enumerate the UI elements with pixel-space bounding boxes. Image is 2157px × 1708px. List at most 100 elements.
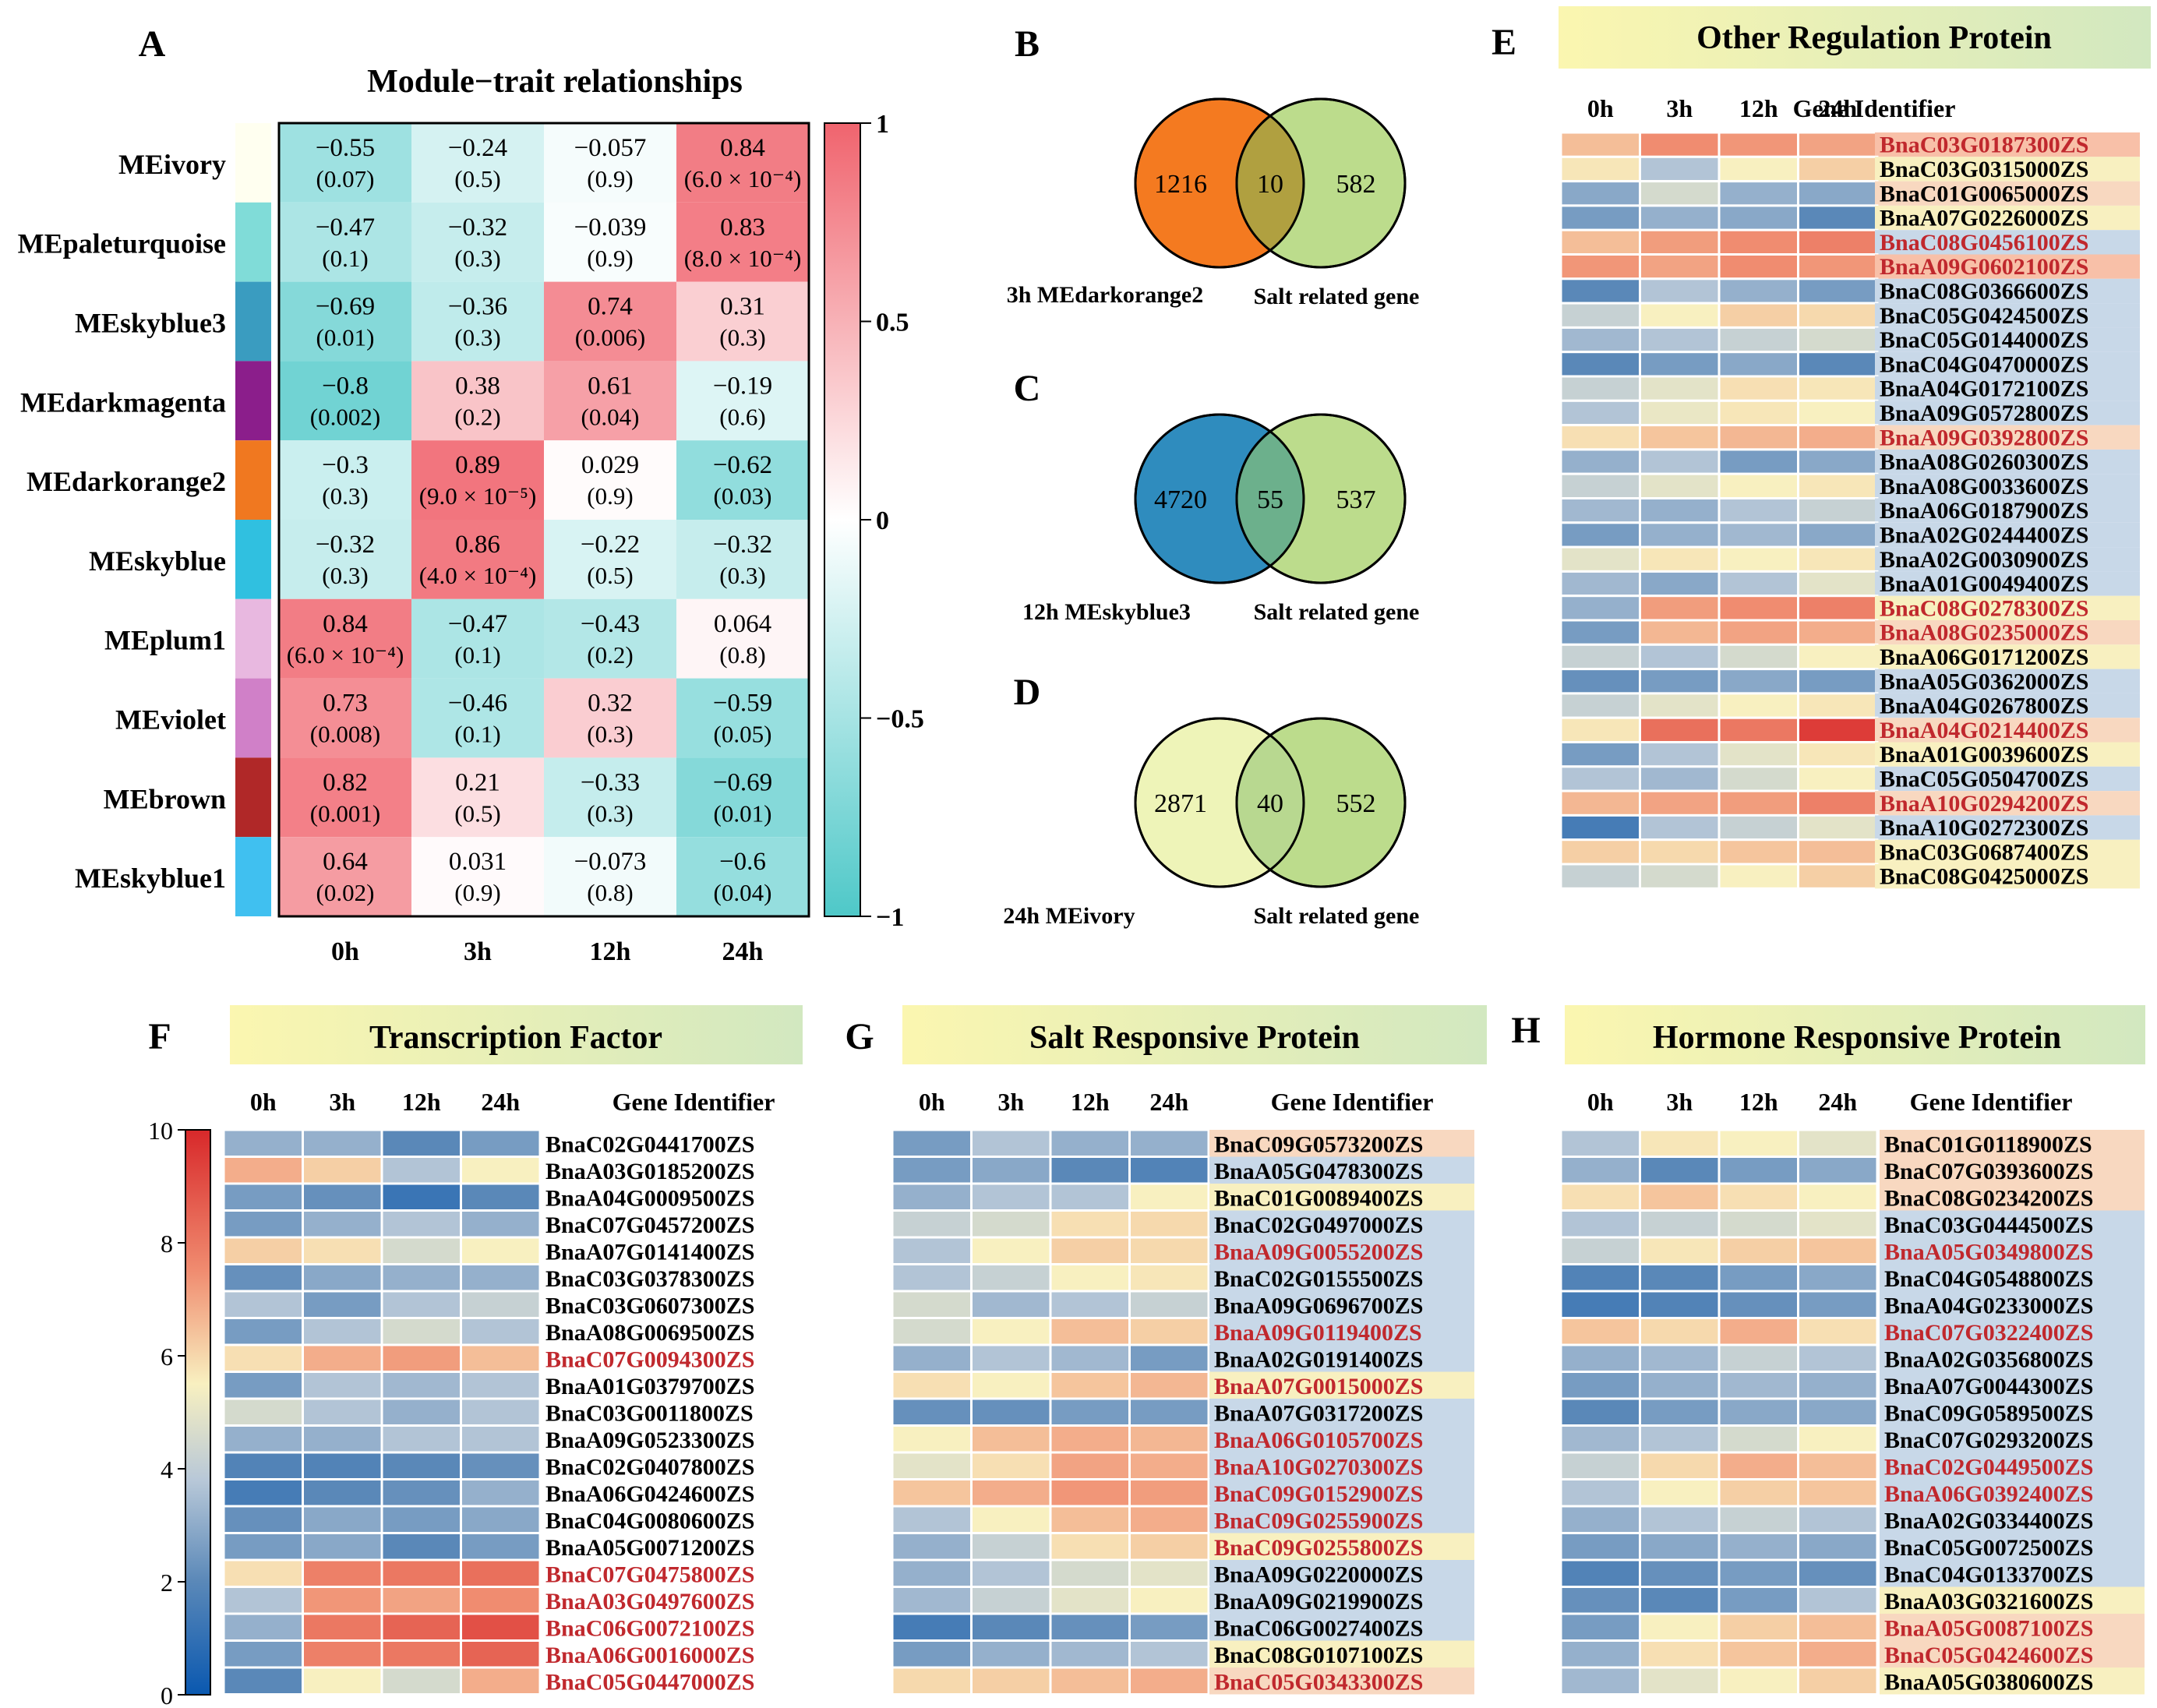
heatmap-cell — [970, 1586, 1052, 1615]
gene-label-background — [541, 1210, 806, 1237]
p-value: (0.07) — [316, 165, 375, 192]
heatmap-cell — [279, 281, 411, 362]
heatmap-cell — [544, 678, 676, 758]
heatmap-cell — [1559, 155, 1641, 183]
panel-a-heatmap: A Module−trait relationships MEivory −0.5… — [18, 23, 924, 966]
heatmap-cell — [891, 1128, 973, 1158]
colorbar-tick-label: −1 — [876, 903, 904, 932]
venn-overlap — [1237, 99, 1304, 267]
heatmap-cell — [1797, 595, 1879, 622]
heatmap-cell — [1559, 302, 1641, 329]
heatmap-cell — [1797, 472, 1879, 500]
heatmap-cell — [460, 1343, 542, 1373]
heatmap-cell — [676, 837, 809, 916]
module-color-swatch — [235, 678, 271, 758]
gene-identifier: BnaA07G0317200ZS — [1214, 1400, 1423, 1426]
heatmap-cell — [1559, 253, 1641, 281]
module-label: MEskyblue3 — [75, 308, 226, 339]
heatmap-cell — [222, 1612, 304, 1642]
p-value: (4.0 × 10⁻⁴) — [419, 562, 537, 589]
venn-left-outline — [1134, 97, 1305, 269]
gene-label-background — [541, 1614, 806, 1641]
correlation-value: 0.89 — [455, 451, 500, 479]
heatmap-cell — [970, 1397, 1052, 1427]
heatmap-cell — [1559, 643, 1641, 671]
correlation-value: 0.83 — [720, 214, 765, 242]
heatmap-cell — [1797, 1532, 1879, 1562]
heatmap-cell — [1717, 1478, 1799, 1508]
module-label: MEbrown — [104, 783, 226, 814]
gene-identifier: BnaA06G0105700ZS — [1214, 1427, 1423, 1453]
heatmap-cell — [1559, 1424, 1641, 1454]
module-color-swatch — [235, 440, 271, 520]
heatmap-cell — [1639, 789, 1721, 817]
heatmap-cell — [891, 1532, 973, 1562]
heatmap-cell — [1717, 180, 1799, 207]
panel-f-colorbar: 10 8 6 4 2 0 — [148, 1117, 211, 1708]
heatmap-cell — [460, 1639, 542, 1669]
panel-f-colorbar-bar — [185, 1129, 211, 1696]
heatmap-cell — [279, 757, 411, 838]
heatmap-cell — [411, 440, 544, 520]
gene-label-background — [1875, 522, 2140, 548]
gene-identifier: BnaC02G0407800ZS — [545, 1454, 754, 1480]
heatmap-cell — [1717, 204, 1799, 231]
heatmap-cell — [222, 1128, 304, 1158]
heatmap-cell — [891, 1209, 973, 1239]
gene-identifier: BnaA05G0380600ZS — [1884, 1669, 2093, 1695]
heatmap-cell — [1797, 497, 1879, 524]
p-value: (0.04) — [581, 403, 640, 430]
heatmap-cell — [970, 1343, 1052, 1373]
heatmap-cell — [380, 1317, 462, 1346]
p-value: (0.9) — [587, 165, 633, 192]
heatmap-cell — [1559, 1371, 1641, 1400]
heatmap-cell — [380, 1397, 462, 1427]
heatmap-cell — [302, 1586, 383, 1615]
venn-left-label: 3h MEdarkorange2 — [1007, 282, 1204, 308]
heatmap-cell — [970, 1128, 1052, 1158]
heatmap-cell — [1717, 448, 1799, 475]
gene-label-background — [1880, 1506, 2145, 1533]
heatmap-cell — [1128, 1236, 1210, 1265]
gene-identifier: BnaA09G0572800ZS — [1880, 401, 2088, 426]
p-value: (0.3) — [719, 324, 765, 351]
column-label: 0h — [331, 937, 359, 966]
heatmap-cell — [1717, 1156, 1799, 1185]
gene-identifier: BnaA08G0235000ZS — [1880, 620, 2088, 646]
heatmap-column-label: 0h — [919, 1088, 945, 1116]
heatmap-cell — [544, 123, 676, 203]
gene-identifier: BnaA01G0049400ZS — [1880, 571, 2088, 597]
gene-label-background — [541, 1425, 806, 1452]
gene-identifier: BnaC09G0255800ZS — [1214, 1535, 1423, 1561]
heatmap-cell — [1639, 765, 1721, 792]
heatmap-cell — [1639, 448, 1721, 475]
heatmap-cell — [1639, 351, 1721, 378]
gene-identifier: BnaC09G0152900ZS — [1214, 1481, 1423, 1507]
p-value: (0.03) — [714, 482, 772, 510]
heatmap-cell — [380, 1156, 462, 1185]
heatmap-cell — [1559, 741, 1641, 768]
heatmap-title: Transcription Factor — [369, 1020, 662, 1056]
gene-identifier-header: Gene Identifier — [1271, 1088, 1434, 1116]
heatmap-cell — [460, 1505, 542, 1534]
colorbar-f-tick-label: 0 — [161, 1682, 173, 1708]
correlation-value: 0.86 — [455, 531, 500, 559]
heatmap-cell — [891, 1397, 973, 1427]
heatmap-cell — [1559, 789, 1641, 817]
p-value: (0.9) — [587, 482, 633, 510]
gene-identifier: BnaC04G0133700ZS — [1884, 1562, 2093, 1587]
gene-label-background — [1875, 766, 2140, 792]
venn-left-outline — [1134, 717, 1305, 888]
panel-a-colorbar — [824, 122, 861, 917]
heatmap-column-label: 12h — [1739, 94, 1778, 122]
heatmap-cell — [1639, 570, 1721, 598]
heatmap-cell — [1797, 643, 1879, 671]
heatmap-cell — [411, 202, 544, 282]
heatmap-cell — [1797, 302, 1879, 329]
heatmap-cell — [1639, 521, 1721, 549]
heatmap-cell — [1128, 1397, 1210, 1427]
heatmap-cell — [1717, 668, 1799, 695]
gene-identifier: BnaA09G0602100ZS — [1880, 254, 2088, 280]
p-value: (0.3) — [454, 245, 500, 272]
gene-identifier: BnaC04G0470000ZS — [1880, 351, 2088, 377]
